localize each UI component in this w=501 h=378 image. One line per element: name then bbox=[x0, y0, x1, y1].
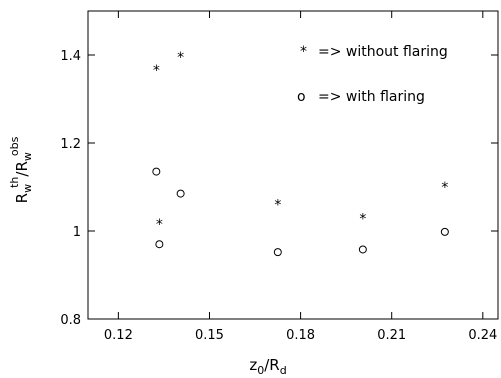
circle-point bbox=[155, 240, 164, 249]
circle-point bbox=[440, 227, 449, 236]
x-tick-label: 0.21 bbox=[377, 328, 406, 343]
x-tick-label: 0.18 bbox=[286, 328, 315, 343]
star-point: * bbox=[359, 211, 366, 227]
circle-point bbox=[176, 189, 185, 198]
x-tick-label: 0.24 bbox=[468, 328, 497, 343]
star-point: * bbox=[153, 63, 160, 79]
x-axis-title: z0/Rd bbox=[249, 356, 286, 377]
circle-point bbox=[358, 245, 367, 254]
x-tick-label: 0.12 bbox=[104, 328, 133, 343]
y-tick-label: 1 bbox=[73, 225, 81, 240]
circle-point bbox=[152, 167, 161, 176]
y-tick-label: 1.4 bbox=[60, 49, 81, 64]
legend-label-with-flaring: => with flaring bbox=[318, 89, 425, 105]
legend-marker-without-flaring: * bbox=[300, 44, 307, 60]
legend-marker-with-flaring: o bbox=[297, 89, 306, 105]
legend: * => without flaring o => with flaring bbox=[297, 44, 448, 105]
star-point: * bbox=[177, 50, 184, 66]
circle-point bbox=[273, 248, 282, 257]
star-point: * bbox=[441, 180, 448, 196]
data-points: * * * * * * bbox=[152, 50, 449, 257]
x-axis-ticks: 0.12 0.15 0.18 0.21 0.24 bbox=[104, 11, 497, 343]
star-point: * bbox=[156, 217, 163, 233]
y-axis-title: Rwth/Rwobs bbox=[8, 136, 34, 203]
y-tick-label: 1.2 bbox=[60, 137, 81, 152]
y-tick-label: 0.8 bbox=[60, 313, 81, 328]
star-point: * bbox=[274, 197, 281, 213]
plot-frame bbox=[87, 10, 499, 320]
legend-label-without-flaring: => without flaring bbox=[318, 44, 448, 60]
x-tick-label: 0.15 bbox=[195, 328, 224, 343]
y-axis-ticks: 0.8 1 1.2 1.4 bbox=[60, 49, 498, 328]
